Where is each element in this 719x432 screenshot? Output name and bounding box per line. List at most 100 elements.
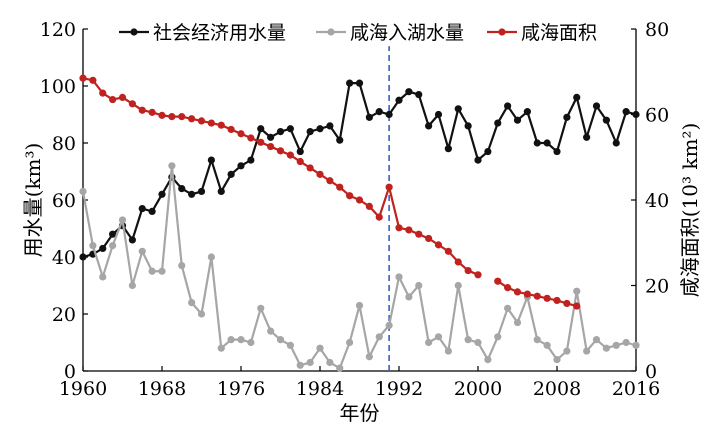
data-point xyxy=(484,147,492,156)
data-point xyxy=(346,338,354,347)
data-point xyxy=(276,128,285,136)
left-y-tick-label: 80 xyxy=(52,133,76,155)
data-point xyxy=(158,267,166,275)
data-point xyxy=(79,187,87,196)
data-point xyxy=(178,261,186,270)
data-point xyxy=(365,353,373,361)
data-point xyxy=(148,207,156,215)
data-point xyxy=(563,113,571,121)
data-point xyxy=(523,108,531,116)
data-point xyxy=(316,344,324,352)
data-point xyxy=(237,336,245,344)
data-point xyxy=(573,302,581,310)
data-point xyxy=(247,156,255,164)
data-point xyxy=(573,287,581,295)
data-point xyxy=(267,142,275,151)
data-point xyxy=(207,253,215,261)
data-point xyxy=(257,125,265,133)
data-point xyxy=(405,293,413,301)
data-point xyxy=(543,294,551,302)
data-point xyxy=(296,361,304,369)
data-point xyxy=(612,139,620,147)
data-point xyxy=(188,190,196,198)
data-point xyxy=(276,336,285,344)
data-point xyxy=(592,336,601,344)
legend-label: 咸海入湖水量 xyxy=(350,22,464,44)
legend-item: 咸海入湖水量 xyxy=(316,22,464,44)
legend-label: 咸海面积 xyxy=(521,22,597,44)
data-point xyxy=(553,356,561,364)
data-point xyxy=(99,273,107,281)
data-point xyxy=(395,224,403,232)
data-point xyxy=(188,299,196,307)
data-point xyxy=(444,145,452,153)
data-point xyxy=(207,119,215,127)
data-point xyxy=(563,347,571,355)
data-point xyxy=(415,90,423,99)
data-point xyxy=(494,333,502,341)
data-point xyxy=(355,196,364,204)
data-point xyxy=(425,122,433,130)
data-point xyxy=(217,344,225,352)
data-point xyxy=(385,110,393,119)
data-point xyxy=(602,116,610,124)
legend-swatch-marker xyxy=(130,28,138,36)
x-tick-label: 2000 xyxy=(454,378,502,400)
data-point xyxy=(592,102,601,110)
data-point xyxy=(444,347,452,355)
data-point xyxy=(484,356,492,364)
data-point xyxy=(533,139,541,147)
right-y-tick-label: 60 xyxy=(645,105,669,127)
data-point xyxy=(385,321,393,329)
tick-marks: 1960 1968 1976 1984 1992 2000 2008 201602040608… xyxy=(40,19,669,400)
data-point xyxy=(523,290,531,298)
data-point xyxy=(494,277,502,285)
data-point xyxy=(464,266,472,275)
left-y-tick-label: 0 xyxy=(64,361,76,383)
left-y-tick-label: 20 xyxy=(52,304,76,326)
series-1 xyxy=(79,79,640,261)
data-point xyxy=(168,162,176,170)
data-point xyxy=(257,138,265,146)
data-point xyxy=(365,202,373,211)
data-point xyxy=(109,230,117,238)
data-point xyxy=(405,88,413,96)
data-point xyxy=(513,318,522,327)
data-point xyxy=(563,299,571,308)
data-point xyxy=(346,192,354,200)
data-point xyxy=(632,110,640,119)
data-point xyxy=(178,185,186,193)
data-point xyxy=(217,121,225,129)
data-point xyxy=(306,128,314,136)
data-point xyxy=(425,338,433,347)
left-y-tick-label: 100 xyxy=(40,76,76,98)
x-tick-label: 1992 xyxy=(375,378,423,400)
data-point xyxy=(504,102,512,110)
data-point xyxy=(434,110,443,119)
data-point xyxy=(513,116,522,124)
data-point xyxy=(336,183,344,191)
data-point xyxy=(553,296,561,305)
data-point xyxy=(375,333,383,341)
legend-item: 社会经济用水量 xyxy=(119,22,286,44)
data-point xyxy=(405,226,413,234)
data-point xyxy=(89,76,97,84)
data-point xyxy=(425,234,433,243)
data-point xyxy=(109,242,117,250)
x-tick-label: 1960 xyxy=(59,378,107,400)
data-point xyxy=(385,183,393,191)
series-3 xyxy=(79,74,581,310)
data-point xyxy=(326,177,334,185)
data-point xyxy=(474,271,482,279)
x-axis-title: 年份 xyxy=(340,401,380,425)
data-point xyxy=(267,327,275,335)
left-y-tick-label: 60 xyxy=(52,190,76,212)
data-point xyxy=(454,281,462,290)
data-point xyxy=(306,164,314,172)
right-y-tick-label: 20 xyxy=(645,276,669,298)
left-y-tick-label: 40 xyxy=(52,247,76,269)
series-group xyxy=(79,74,640,372)
data-point xyxy=(247,134,255,142)
data-point xyxy=(583,133,591,141)
